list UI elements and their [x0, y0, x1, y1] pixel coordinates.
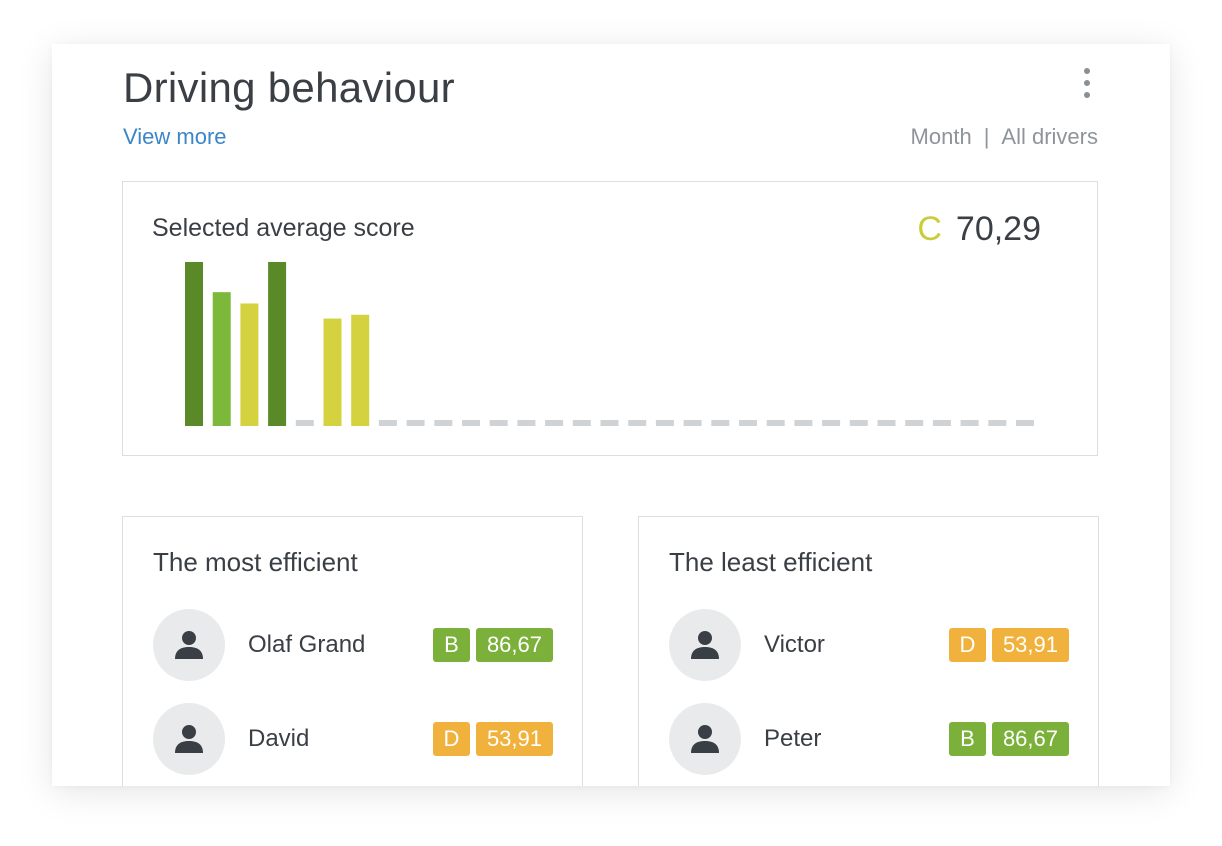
score-badge: 86,67 — [991, 722, 1069, 756]
filter-separator: | — [983, 124, 990, 149]
grade-badge: D — [432, 722, 470, 756]
driver-badges: D 53,91 — [948, 628, 1069, 662]
driver-row[interactable]: David D 53,91 — [153, 702, 553, 776]
menu-dot — [1084, 92, 1090, 98]
avatar — [153, 703, 225, 775]
menu-dot — [1084, 80, 1090, 86]
score-badge: 53,91 — [475, 722, 553, 756]
grade-badge: B — [948, 722, 986, 756]
drivers-filter[interactable]: All drivers — [1001, 124, 1098, 149]
filters: Month | All drivers — [911, 124, 1098, 150]
average-score: C 70,29 — [917, 210, 1041, 249]
view-more-link[interactable]: View more — [123, 124, 227, 149]
score-bar[interactable] — [185, 262, 203, 426]
empty-day-marker — [1016, 420, 1034, 426]
empty-day-marker — [683, 420, 702, 426]
menu-dot — [1084, 68, 1090, 74]
driver-badges: B 86,67 — [948, 722, 1069, 756]
empty-day-marker — [766, 420, 785, 426]
grade-badge: D — [948, 628, 986, 662]
score-bar[interactable] — [268, 262, 287, 426]
avatar — [669, 703, 741, 775]
driver-name: David — [248, 725, 310, 752]
person-icon — [175, 631, 203, 659]
empty-day-marker — [462, 420, 480, 426]
empty-day-marker — [711, 420, 730, 426]
empty-day-marker — [489, 420, 508, 426]
empty-day-marker — [517, 420, 536, 426]
empty-day-marker — [739, 420, 757, 426]
score-bar[interactable] — [240, 303, 259, 426]
least-efficient-title: The least efficient — [669, 547, 873, 577]
empty-day-marker — [295, 420, 314, 426]
empty-day-marker — [988, 420, 1007, 426]
empty-day-marker — [822, 420, 841, 426]
score-badge: 86,67 — [475, 628, 553, 662]
page-title: Driving behaviour — [123, 64, 455, 111]
score-chart-card: Selected average score C 70,29 — [122, 181, 1098, 456]
average-score-value: 70,29 — [955, 210, 1041, 248]
average-grade: C — [917, 210, 942, 248]
empty-day-marker — [877, 420, 896, 426]
driver-row[interactable]: Victor D 53,91 — [669, 608, 1069, 682]
empty-day-marker — [628, 420, 647, 426]
empty-day-marker — [406, 420, 425, 426]
person-icon — [691, 725, 719, 753]
chart-title: Selected average score — [152, 214, 415, 242]
driver-name: Victor — [764, 631, 825, 658]
person-icon — [175, 725, 203, 753]
empty-day-marker — [600, 420, 619, 426]
driver-name: Olaf Grand — [248, 631, 366, 658]
avatar — [153, 609, 225, 681]
avatar — [669, 609, 741, 681]
driver-row[interactable]: Peter B 86,67 — [669, 702, 1069, 776]
driver-badges: B 86,67 — [432, 628, 553, 662]
empty-day-marker — [378, 420, 397, 426]
score-bar[interactable] — [323, 318, 342, 426]
driver-row[interactable]: Olaf Grand B 86,67 — [153, 608, 553, 682]
most-efficient-title: The most efficient — [153, 547, 358, 577]
empty-day-marker — [545, 420, 564, 426]
empty-day-marker — [932, 420, 951, 426]
driver-name: Peter — [764, 725, 822, 752]
empty-day-marker — [960, 420, 979, 426]
score-bar-chart — [185, 262, 1034, 426]
person-icon — [691, 631, 719, 659]
least-efficient-panel: The least efficient Victor D 53,91 Peter… — [638, 516, 1099, 786]
driver-badges: D 53,91 — [432, 722, 553, 756]
most-efficient-panel: The most efficient Olaf Grand B 86,67 Da… — [122, 516, 583, 786]
grade-badge: B — [432, 628, 470, 662]
empty-day-marker — [794, 420, 813, 426]
empty-day-marker — [905, 420, 924, 426]
empty-day-marker — [572, 420, 591, 426]
score-badge: 53,91 — [991, 628, 1069, 662]
kebab-menu-icon[interactable] — [1078, 66, 1096, 100]
empty-day-marker — [655, 420, 674, 426]
driving-behaviour-card: Driving behaviour View more Month | All … — [52, 44, 1170, 786]
score-bar[interactable] — [351, 314, 370, 426]
empty-day-marker — [434, 420, 453, 426]
period-filter[interactable]: Month — [910, 124, 972, 149]
empty-day-marker — [849, 420, 868, 426]
score-bar[interactable] — [212, 292, 231, 426]
